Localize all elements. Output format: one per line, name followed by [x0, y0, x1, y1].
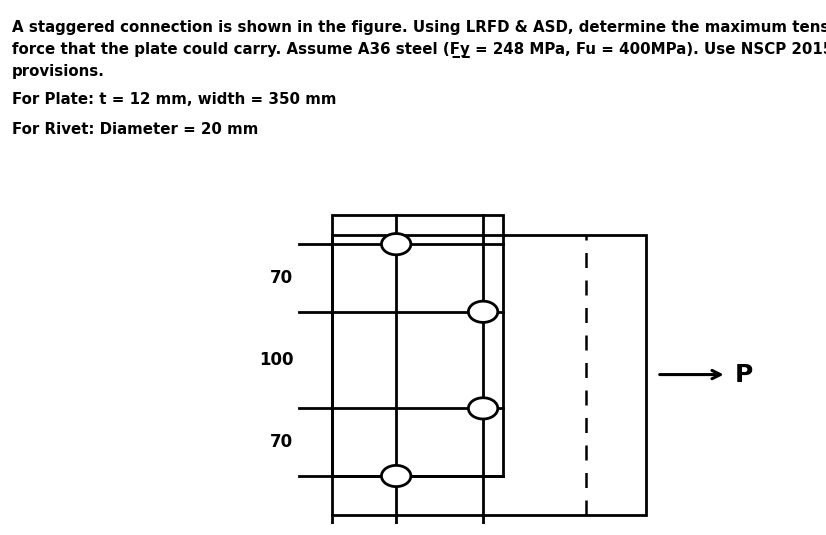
Circle shape — [468, 301, 498, 323]
Text: A staggered connection is shown in the figure. Using LRFD & ASD, determine the m: A staggered connection is shown in the f… — [12, 20, 826, 35]
Text: For Plate: t = 12 mm, width = 350 mm: For Plate: t = 12 mm, width = 350 mm — [12, 92, 336, 107]
Text: 100: 100 — [259, 351, 293, 369]
Text: 70: 70 — [270, 269, 293, 287]
Text: force that the plate could carry. Assume A36 steel (F̲y̲ = 248 MPa, Fu = 400MPa): force that the plate could carry. Assume… — [12, 42, 826, 58]
Text: 70: 70 — [270, 433, 293, 451]
Text: provisions.: provisions. — [12, 64, 105, 79]
Circle shape — [382, 465, 411, 487]
Circle shape — [382, 234, 411, 255]
Text: For Rivet: Diameter = 20 mm: For Rivet: Diameter = 20 mm — [12, 122, 259, 137]
Circle shape — [468, 398, 498, 419]
Text: P: P — [734, 363, 752, 387]
